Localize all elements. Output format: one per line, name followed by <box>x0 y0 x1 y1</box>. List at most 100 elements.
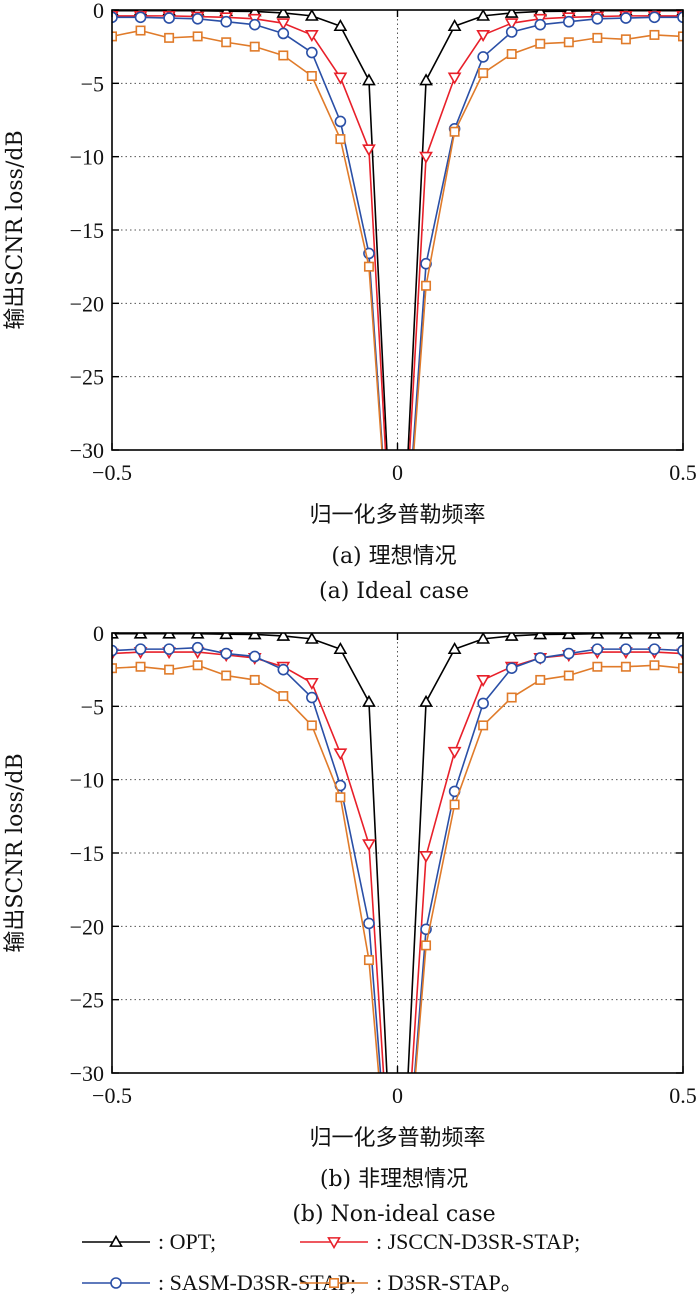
data-point <box>220 647 232 660</box>
data-point <box>592 661 603 672</box>
data-point <box>362 144 376 157</box>
data-point <box>677 644 683 657</box>
data-point <box>278 50 289 61</box>
legend-marker <box>328 1278 339 1289</box>
y-tick-label: −25 <box>70 365 104 390</box>
data-point <box>362 694 376 707</box>
data-point <box>476 10 491 21</box>
data-point <box>478 720 489 731</box>
data-point <box>192 31 203 42</box>
legend-label: : OPT; <box>158 1229 216 1254</box>
data-point <box>135 661 146 672</box>
data-point <box>248 18 261 31</box>
data-point <box>591 12 604 25</box>
data-point <box>421 940 432 951</box>
legend-item: : JSCCN-D3SR-STAP; <box>300 1229 580 1254</box>
data-point <box>277 27 290 40</box>
data-point <box>164 664 175 675</box>
data-point <box>333 72 348 85</box>
legend-marker <box>110 1277 122 1289</box>
legend-item: : D3SR-STAP。 <box>300 1270 523 1295</box>
series-line-0 <box>112 10 683 450</box>
data-point <box>306 71 317 82</box>
data-point <box>334 115 347 128</box>
data-point <box>333 642 348 655</box>
data-point <box>505 662 518 675</box>
data-point <box>134 11 147 24</box>
y-tick-label: −15 <box>70 841 104 866</box>
data-point <box>362 73 376 86</box>
data-point <box>276 633 291 641</box>
data-point <box>304 677 319 690</box>
y-tick-label: −25 <box>70 988 104 1013</box>
y-tick-label: −30 <box>70 1061 104 1086</box>
data-point <box>304 633 319 644</box>
data-point <box>135 25 146 36</box>
data-point <box>333 748 348 761</box>
data-point <box>620 643 632 655</box>
data-point <box>449 799 460 810</box>
data-point <box>677 11 683 24</box>
x-axis-title: 归一化多普勒频率 <box>309 503 485 528</box>
caption-en: (a) Ideal case <box>319 579 469 604</box>
data-point <box>562 647 575 660</box>
data-point <box>504 633 519 641</box>
x-tick-label: 0.5 <box>669 460 697 485</box>
data-point <box>535 38 546 49</box>
y-axis-title: 输出SCNR loss/dB <box>3 130 28 329</box>
data-point <box>505 26 518 38</box>
data-point <box>649 29 660 40</box>
legend-marker <box>109 1234 123 1247</box>
series-line-0 <box>112 633 683 1073</box>
data-point <box>419 73 433 86</box>
y-tick-label: −5 <box>81 694 104 719</box>
series-group <box>112 10 683 450</box>
data-point <box>220 15 232 28</box>
data-point <box>477 51 489 63</box>
data-point <box>249 674 260 685</box>
data-point <box>478 68 489 79</box>
data-point <box>306 691 318 704</box>
y-tick-label: −30 <box>70 438 104 463</box>
data-point <box>534 18 547 31</box>
data-point <box>476 30 491 43</box>
data-point <box>504 18 519 31</box>
data-point <box>534 652 547 664</box>
x-tick-label: 0.5 <box>669 1083 697 1108</box>
data-point <box>112 644 118 657</box>
y-tick-label: 0 <box>93 0 104 23</box>
data-point <box>419 851 433 864</box>
data-point <box>449 126 460 137</box>
data-point <box>304 30 319 43</box>
data-point <box>620 661 631 672</box>
y-tick-label: −10 <box>70 768 104 793</box>
y-tick-label: −5 <box>81 71 104 96</box>
y-tick-label: −10 <box>70 145 104 170</box>
data-point <box>191 641 204 654</box>
data-point <box>419 151 433 164</box>
caption-cn: (b) 非理想情况 <box>320 1167 468 1192</box>
data-point <box>563 37 574 48</box>
data-point <box>306 720 317 731</box>
y-tick-label: 0 <box>93 621 104 646</box>
data-point <box>476 633 491 644</box>
data-point <box>592 32 603 43</box>
data-point <box>306 46 318 59</box>
series-group <box>112 633 683 1073</box>
legend: : OPT;: JSCCN-D3SR-STAP;: SASM-D3SR-STAP… <box>82 1229 580 1295</box>
series-line-3 <box>112 29 683 450</box>
data-point <box>648 643 661 655</box>
y-tick-label: −20 <box>70 291 104 316</box>
series-line-2 <box>112 16 683 450</box>
legend-label: : JSCCN-D3SR-STAP; <box>376 1229 580 1254</box>
data-point <box>363 955 374 966</box>
y-axis-title: 输出SCNR loss/dB <box>3 753 28 952</box>
series-line-3 <box>112 664 683 1073</box>
data-point <box>164 32 175 43</box>
caption-cn: (a) 理想情况 <box>331 544 456 569</box>
data-point <box>447 746 462 759</box>
data-point <box>362 839 376 852</box>
data-point <box>276 10 291 18</box>
data-point <box>335 792 346 803</box>
